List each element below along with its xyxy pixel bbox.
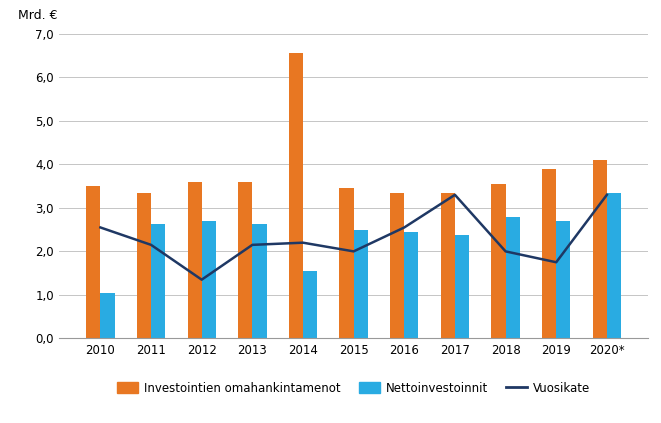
Bar (506, 217, 520, 338)
Bar (253, 224, 266, 338)
Bar (86, 186, 100, 338)
Bar (593, 160, 607, 338)
Bar (289, 53, 303, 338)
Text: Mrd. €: Mrd. € (19, 8, 58, 22)
Bar (238, 182, 253, 338)
Bar (405, 232, 418, 338)
Bar (542, 169, 556, 338)
Bar (137, 192, 151, 338)
Bar (556, 221, 570, 338)
Bar (303, 271, 317, 338)
Bar (455, 235, 469, 338)
Bar (340, 188, 354, 338)
Legend: Investointien omahankintamenot, Nettoinvestoinnit, Vuosikate: Investointien omahankintamenot, Nettoinv… (112, 377, 595, 399)
Bar (188, 182, 202, 338)
Bar (441, 192, 455, 338)
Bar (607, 192, 621, 338)
Bar (354, 230, 368, 338)
Bar (100, 293, 114, 338)
Bar (151, 225, 165, 338)
Bar (202, 221, 216, 338)
Bar (491, 184, 506, 338)
Bar (390, 192, 405, 338)
